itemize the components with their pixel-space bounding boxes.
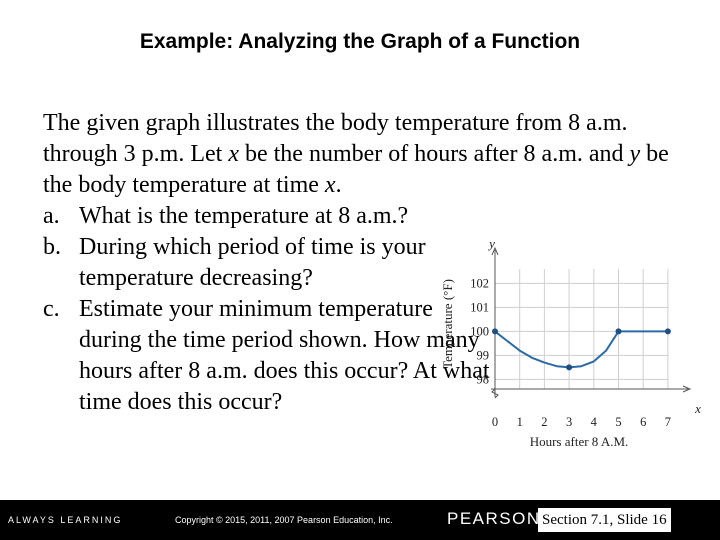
footer-brand: PEARSON <box>447 509 541 528</box>
question-b-marker: b. <box>43 234 61 260</box>
footer-bar: ALWAYS LEARNING Copyright © 2015, 2011, … <box>0 500 720 540</box>
y-axis-variable: y <box>487 236 495 251</box>
footer-tagline: ALWAYS LEARNING <box>8 515 123 525</box>
x-tick-label: 2 <box>541 415 547 429</box>
y-tick-label: 102 <box>470 276 489 290</box>
temperature-line <box>494 330 668 369</box>
x-tick-label: 5 <box>615 415 621 429</box>
intro-text-1: The given graph illustrates the body tem… <box>43 110 628 167</box>
y-tick-label: 98 <box>477 372 490 386</box>
x-axis-arrow <box>682 385 692 393</box>
question-c: c. Estimate your minimum temperature duri… <box>43 294 499 418</box>
y-tick-label: 101 <box>470 300 489 314</box>
intro-var-x-2: x <box>324 172 336 198</box>
y-tick-label: 100 <box>470 324 489 338</box>
x-axis-variable: x <box>694 401 701 416</box>
question-a: a. What is the temperature at 8 a.m.? <box>43 201 699 232</box>
footer-copyright: Copyright © 2015, 2011, 2007 Pearson Edu… <box>175 515 393 525</box>
footer-section: Section 7.1, Slide 16 <box>538 508 671 532</box>
data-point <box>615 328 622 335</box>
x-tick-label: 6 <box>640 415 646 429</box>
question-b: b. During which period of time is your te… <box>43 232 499 294</box>
question-b-text: During which period of time is your temp… <box>79 234 426 291</box>
intro-text-3: be the body temperature at time <box>43 141 669 198</box>
y-axis-break <box>491 388 499 399</box>
x-tick-label: 0 <box>492 415 498 429</box>
intro-text-4: . <box>335 172 342 198</box>
data-point <box>566 364 573 371</box>
intro-var-x: x <box>228 141 239 167</box>
question-c-marker: c. <box>43 296 60 322</box>
x-tick-label: 7 <box>665 415 671 429</box>
data-point <box>664 328 671 335</box>
chart-svg: 0 1 2 3 4 5 6 7 98 99 100 101 102 y x Hours after 8 A.M… <box>440 236 701 449</box>
x-tick-label: 1 <box>517 415 523 429</box>
y-axis-label: Temperature (°F) <box>440 279 455 369</box>
question-a-text: What is the temperature at 8 a.m.? <box>79 203 409 229</box>
y-axis-arrow <box>491 246 499 256</box>
x-tick-label: 3 <box>566 415 572 429</box>
slide-body: The given graph illustrates the body tem… <box>43 108 703 418</box>
intro-var-y: y <box>629 141 641 167</box>
x-axis-label: Hours after 8 A.M. <box>530 434 629 449</box>
intro-text-2: be the number of hours after 8 a.m. and <box>238 141 630 167</box>
x-tick-label: 4 <box>591 415 598 429</box>
y-tick-label: 99 <box>477 348 490 362</box>
intro-paragraph: The given graph illustrates the body tem… <box>43 108 703 201</box>
question-c-text: Estimate your minimum temperature during… <box>79 296 490 415</box>
question-a-marker: a. <box>43 203 60 229</box>
slide-title: Example: Analyzing the Graph of a Functi… <box>139 30 581 53</box>
data-point <box>492 328 498 335</box>
temperature-chart: 0 1 2 3 4 5 6 7 98 99 100 101 102 y x Hours after 8 A.M… <box>436 236 706 456</box>
question-list: a. What is the temperature at 8 a.m.? b. D… <box>43 201 703 418</box>
